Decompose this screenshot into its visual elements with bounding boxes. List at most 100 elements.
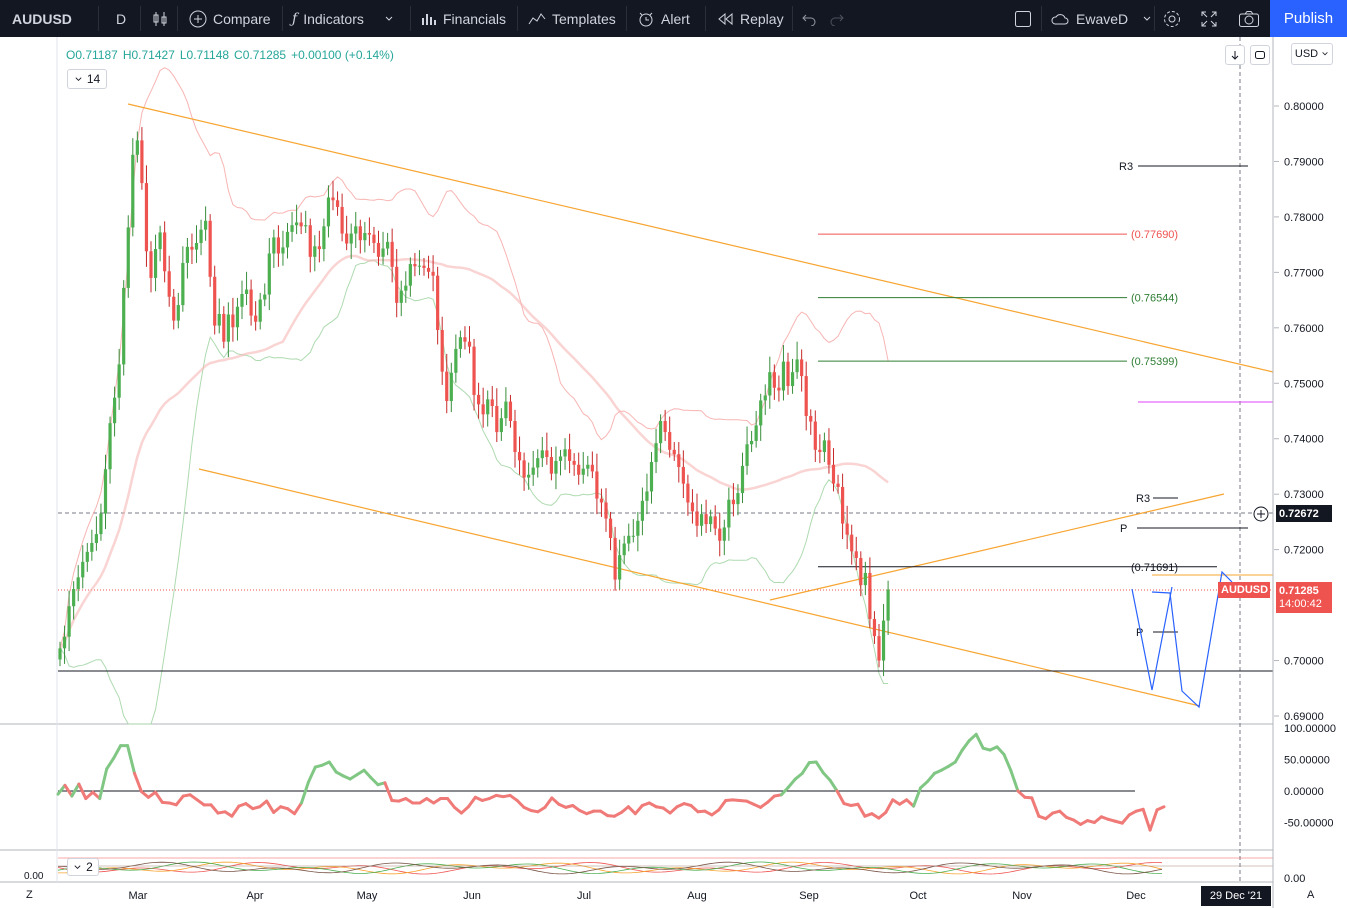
bar-countdown: 14:00:42 — [1279, 598, 1322, 610]
candle-body — [58, 648, 62, 660]
oscillator-length-toggle[interactable]: 2 — [67, 858, 99, 876]
candle-body — [777, 387, 781, 391]
add-alert-plus-icon[interactable] — [1253, 506, 1269, 522]
time-axis[interactable]: Mar Apr May Jun Jul Aug Sep Oct Nov Dec — [129, 890, 1147, 902]
candle-body — [831, 464, 836, 484]
candle-body — [263, 294, 267, 300]
candle-body — [781, 361, 786, 391]
candle-body — [622, 543, 626, 556]
candle-body — [522, 460, 526, 478]
osc-left-zero: 0.00 — [24, 871, 43, 882]
interval-button[interactable]: D — [116, 0, 126, 37]
candle-body — [285, 231, 290, 248]
candle-body — [859, 557, 863, 586]
price-tick-label: 0.74000 — [1284, 434, 1324, 446]
chevron-down-icon[interactable] — [384, 14, 394, 24]
refresh-icon — [1254, 49, 1266, 61]
price-tick-label: 0.72000 — [1284, 545, 1324, 557]
interval-label: D — [116, 10, 127, 27]
candle-body — [836, 483, 840, 487]
osc2-tick-label: 0.00 — [1284, 873, 1305, 885]
indicators-button[interactable]: ƒ Indicators — [292, 0, 394, 37]
candle-body — [563, 449, 567, 457]
candle-body — [768, 372, 772, 396]
month-label: Aug — [687, 890, 707, 902]
candles-icon — [151, 10, 169, 28]
candle-body — [436, 275, 440, 331]
candle-body — [376, 242, 381, 257]
compare-button[interactable]: Compare — [189, 0, 271, 37]
osc-tick-label: -50.00000 — [1284, 818, 1334, 830]
candle-body — [81, 561, 85, 578]
snapshot-button[interactable] — [1238, 0, 1260, 37]
auto-letter: A — [1307, 889, 1315, 901]
candle-body — [481, 404, 485, 415]
candle-body — [572, 460, 576, 465]
candle-body — [76, 577, 80, 590]
grid — [0, 37, 1347, 883]
osc-segment — [919, 780, 929, 790]
function-icon: ƒ — [292, 10, 298, 27]
osc-segment — [912, 786, 923, 808]
osc-segment — [766, 794, 776, 804]
chart-type-button[interactable] — [151, 0, 169, 37]
candle-body — [713, 516, 717, 529]
fullscreen-button[interactable] — [1200, 0, 1218, 37]
financials-button[interactable]: Financials — [421, 0, 506, 37]
osc-segment — [105, 756, 116, 771]
osc-segment — [77, 782, 88, 801]
reset-scale-button[interactable] — [1250, 45, 1270, 65]
candle-body — [677, 454, 681, 468]
layout-menu[interactable]: EwaveD — [1050, 0, 1152, 37]
candle-body — [467, 341, 472, 347]
candle-body — [176, 305, 180, 321]
chart-canvas[interactable]: (0.77690) (0.76544) (0.75399) (0.71691) R3 R3… — [0, 37, 1347, 908]
price-tick-label: 0.75000 — [1284, 378, 1324, 390]
symbol-search[interactable]: AUDUSD — [12, 0, 72, 37]
undo-button[interactable] — [801, 0, 817, 37]
currency-select[interactable]: USD — [1291, 43, 1333, 65]
redo-button[interactable] — [829, 0, 845, 37]
candle-body — [417, 265, 422, 267]
auto-scale-toggle[interactable]: A — [1307, 889, 1314, 901]
financials-label: Financials — [443, 10, 507, 27]
candle-body — [736, 493, 740, 505]
candle-body — [299, 222, 303, 227]
candle-body — [595, 471, 599, 499]
candle-body — [372, 234, 376, 243]
osc-tick-label: 0.00000 — [1284, 786, 1324, 798]
candle-body — [331, 197, 335, 201]
osc-segment — [786, 777, 797, 789]
candle-body — [440, 330, 444, 372]
osc-segment — [821, 771, 832, 782]
candle-body — [217, 313, 221, 326]
alert-button[interactable]: Alert — [637, 0, 690, 37]
layout-name: EwaveD — [1076, 10, 1129, 27]
replay-button[interactable]: Replay — [716, 0, 784, 37]
indicator-length-toggle[interactable]: 14 — [67, 69, 107, 89]
candle-body — [281, 247, 285, 254]
candle-body — [390, 241, 394, 267]
settings-button[interactable] — [1162, 0, 1182, 37]
candle-body — [790, 372, 795, 387]
fib-level-label: (0.71691) — [1131, 562, 1178, 574]
templates-label: Templates — [552, 10, 616, 27]
close-value: C0.71285 — [234, 48, 287, 62]
osc-segment — [1120, 813, 1131, 825]
osc-segment — [209, 803, 220, 815]
candle-body — [854, 551, 858, 558]
zoom-toggle[interactable]: Z — [26, 889, 33, 901]
candle-body — [94, 534, 98, 543]
chevron-down-icon — [74, 75, 83, 84]
top-toolbar: AUDUSD D Compare ƒ Indicators Financials… — [0, 0, 1347, 37]
candles — [58, 127, 890, 677]
osc-segment — [265, 799, 276, 814]
osc-segment — [293, 801, 303, 816]
publish-button[interactable]: Publish — [1270, 0, 1347, 37]
templates-button[interactable]: Templates — [528, 0, 616, 37]
fullscreen-layout-button[interactable] — [1014, 0, 1032, 37]
scroll-down-button[interactable] — [1225, 45, 1245, 65]
price-tick-label: 0.69000 — [1284, 711, 1324, 723]
osc-segment — [543, 796, 554, 809]
osc-segment — [550, 796, 561, 806]
